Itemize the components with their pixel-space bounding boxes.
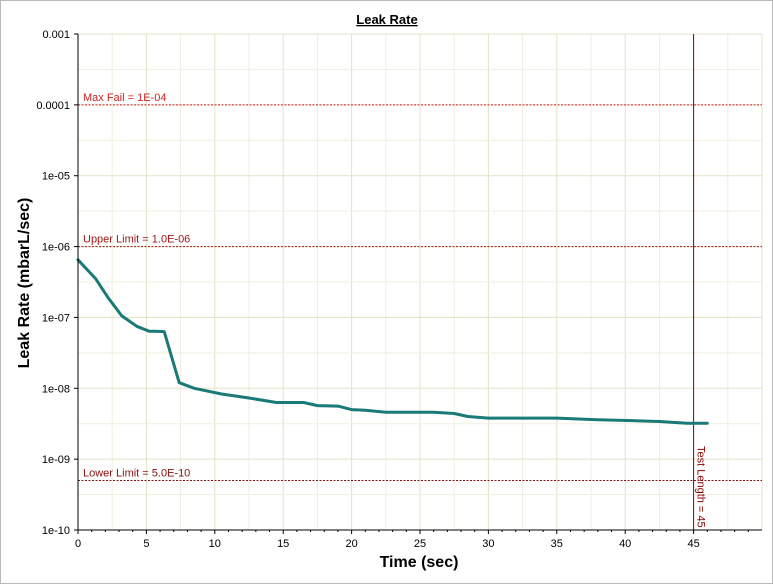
reference-lines: Max Fail = 1E-04 Upper Limit = 1.0E-06 Low… xyxy=(78,34,762,530)
y-tick-label: 1e-07 xyxy=(42,312,70,324)
x-tick-label: 0 xyxy=(75,538,81,550)
data-point xyxy=(384,410,387,414)
data-point xyxy=(658,420,661,423)
data-point xyxy=(147,329,151,333)
data-point xyxy=(302,401,305,404)
x-tick-label: 25 xyxy=(414,538,426,550)
data-point xyxy=(405,410,408,414)
data-point xyxy=(453,412,456,415)
data-point xyxy=(487,416,490,420)
data-point xyxy=(178,381,181,384)
data-point xyxy=(106,296,110,299)
data-point xyxy=(153,329,156,333)
data-point xyxy=(350,408,353,411)
data-point xyxy=(120,314,123,318)
data-point xyxy=(514,416,517,420)
y-tick-label: 1e-05 xyxy=(42,171,70,183)
series-line xyxy=(76,258,709,425)
data-point xyxy=(555,416,558,420)
x-tick-label: 30 xyxy=(482,538,494,550)
data-point xyxy=(220,392,223,396)
x-tick-label: 10 xyxy=(209,538,221,550)
y-tick-label: 1e-06 xyxy=(42,242,70,254)
y-tick-label: 0.0001 xyxy=(36,100,70,112)
reference-line-label: Upper Limit = 1.0E-06 xyxy=(83,234,190,246)
y-tick-label: 1e-10 xyxy=(42,525,70,537)
x-axis-title: Time (sec) xyxy=(380,554,459,571)
chart-title: Leak Rate xyxy=(356,12,417,27)
data-point xyxy=(630,419,634,422)
data-point xyxy=(193,387,196,390)
data-point xyxy=(336,404,340,408)
x-tick-label: 5 xyxy=(143,538,149,550)
data-point xyxy=(316,404,319,407)
data-point xyxy=(685,422,688,425)
data-point xyxy=(135,325,139,328)
reference-line-label: Lower Limit = 5.0E-10 xyxy=(83,467,190,479)
data-point xyxy=(706,422,709,425)
x-tick-label: 15 xyxy=(277,538,289,550)
axes: 0 5 10 15 20 25 30 35 40 45 1e-10 1e-09 1e-08 1e-07 1e… xyxy=(36,29,762,550)
data-point xyxy=(275,401,278,404)
grid xyxy=(78,33,763,530)
y-tick-label: 0.001 xyxy=(42,29,70,41)
data-point xyxy=(432,410,435,414)
series-layer xyxy=(76,258,709,425)
y-tick-label: 1e-08 xyxy=(42,383,70,395)
x-tick-label: 40 xyxy=(619,538,631,550)
x-tick-label: 35 xyxy=(551,538,563,550)
data-point xyxy=(364,409,367,412)
x-tick-label: 20 xyxy=(345,538,357,550)
x-tick-label: 45 xyxy=(687,538,699,550)
y-axis-title: Leak Rate (mbarL/sec) xyxy=(16,198,33,369)
reference-line-label: Max Fail = 1E-04 xyxy=(83,92,166,104)
data-point xyxy=(247,396,251,400)
y-tick-label: 1e-09 xyxy=(42,454,70,466)
test-length-label: Test Length = 45 xyxy=(695,446,707,528)
data-point xyxy=(94,277,97,281)
data-point xyxy=(162,330,166,333)
data-point xyxy=(596,418,600,421)
data-point xyxy=(466,415,470,418)
